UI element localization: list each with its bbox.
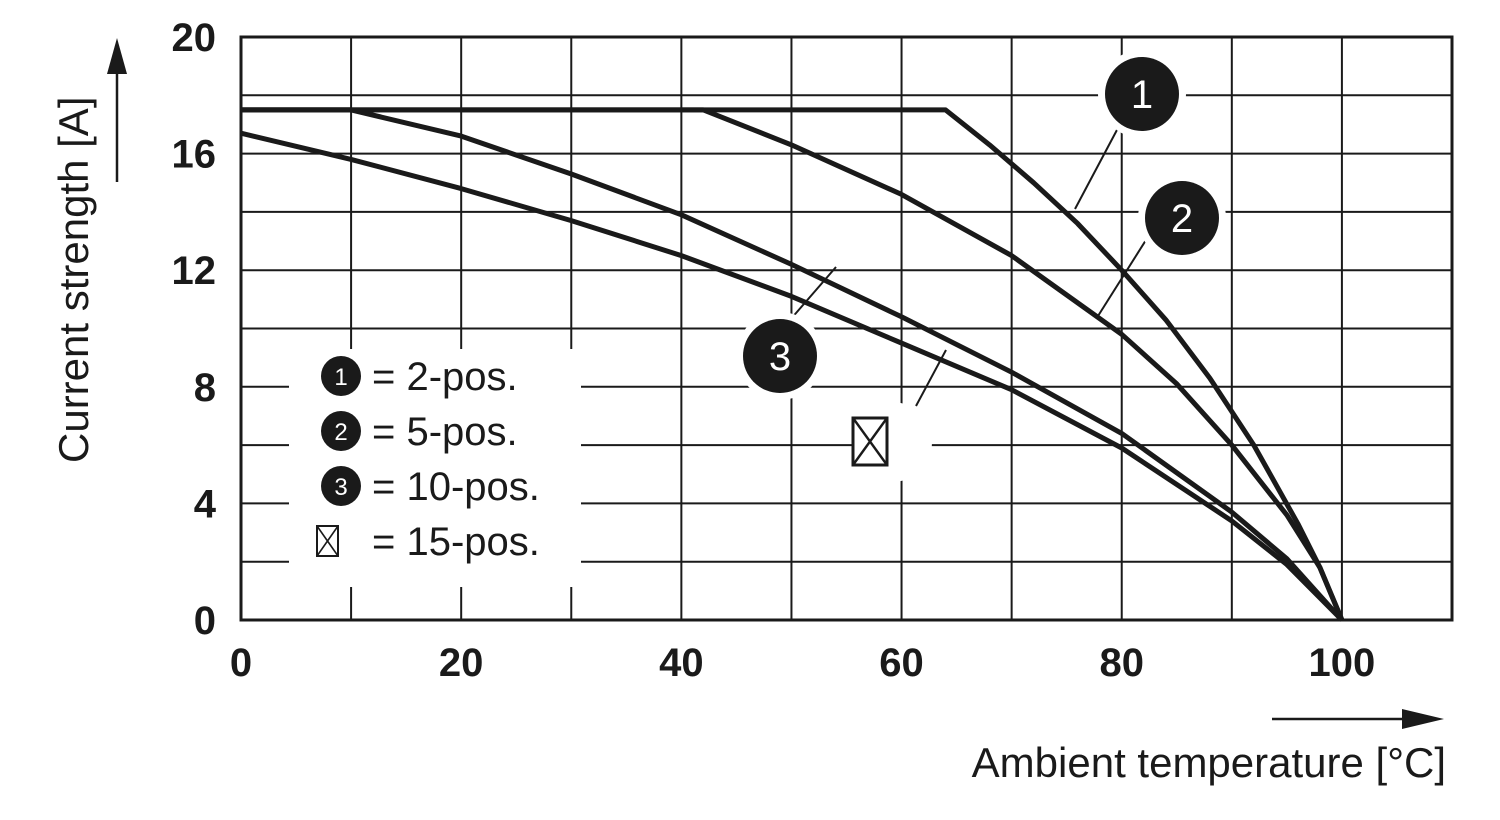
x-tick-label: 20	[439, 641, 484, 685]
y-tick-label: 4	[194, 482, 217, 526]
x-axis-label: Ambient temperature [°C]	[972, 739, 1446, 786]
curve-4	[240, 130, 1344, 622]
x-tick-label: 100	[1309, 641, 1376, 685]
curve-3-marker-label: 3	[769, 335, 791, 379]
plot-frame	[239, 35, 1454, 622]
legend-badge-label: 2	[334, 419, 347, 446]
curve-2-marker-label: 2	[1171, 197, 1193, 241]
legend: 1 = 2-pos. 2 = 5-pos. 3 = 10-pos. = 15-pos.	[289, 349, 581, 587]
axis-labels: Ambient temperature [°C] Current strength…	[50, 38, 1446, 786]
curve-2-marker	[1145, 181, 1219, 255]
x-tick-label: 0	[230, 641, 252, 685]
y-axis-label: Current strength [A]	[50, 97, 97, 464]
x-axis-arrow-icon	[1402, 709, 1444, 729]
y-axis-arrow-icon	[107, 38, 127, 74]
legend-badge-label: 3	[334, 474, 347, 501]
curve-markers: 1 2 3	[736, 50, 1226, 482]
y-tick-label: 8	[194, 366, 216, 410]
curve-3	[241, 107, 1344, 622]
x-tick-label: 40	[659, 641, 704, 685]
legend-badge-2	[321, 411, 361, 451]
y-tick-label: 0	[194, 599, 216, 643]
x-tick-label: 60	[879, 641, 924, 685]
legend-badge-label: 1	[334, 364, 347, 391]
curve-3-marker	[743, 319, 817, 393]
crossed-box-icon	[851, 416, 889, 467]
leader-line	[915, 349, 947, 407]
y-tick-label: 16	[172, 133, 217, 177]
curve-1-marker	[1105, 57, 1179, 131]
legend-badge-3	[321, 466, 361, 506]
y-tick-label: 20	[172, 16, 217, 60]
legend-crossed-box-icon-cross	[316, 525, 339, 557]
x-tick-label: 80	[1099, 641, 1144, 685]
legend-item-label: = 10-pos.	[372, 465, 540, 509]
curve-4-marker-halo	[852, 402, 932, 482]
curve-2	[241, 107, 1345, 621]
grid-lines	[239, 35, 1454, 622]
leader-lines	[789, 127, 1147, 407]
leader-line	[1097, 239, 1147, 317]
curve-1-marker-label: 1	[1131, 73, 1153, 117]
curve-1	[241, 107, 1345, 621]
y-tick-label: 12	[172, 249, 217, 293]
legend-crossed-box-icon	[316, 525, 339, 557]
legend-item-label: = 2-pos.	[372, 355, 518, 399]
legend-item-label: = 5-pos.	[372, 410, 518, 454]
crossed-box-icon-cross	[852, 417, 888, 466]
legend-badge-1	[321, 356, 361, 396]
leader-line	[789, 266, 837, 321]
curves	[240, 107, 1345, 622]
leader-line	[1074, 127, 1119, 210]
legend-item-label: = 15-pos.	[372, 520, 540, 564]
